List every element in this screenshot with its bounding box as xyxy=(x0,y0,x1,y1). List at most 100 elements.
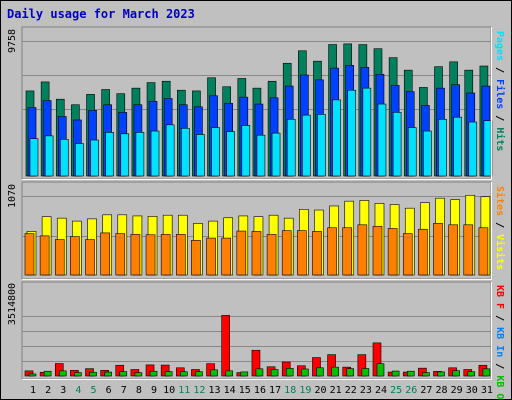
kbytes-panel-legend-kb-in: KB In xyxy=(494,327,505,357)
kbytes-panel-legend-separator: / xyxy=(494,357,505,375)
visits-panel-bar-sites-day-15 xyxy=(236,230,247,276)
visits-panel-bar-sites-day-10 xyxy=(160,234,171,276)
kbytes-panel-bar-kb-out-day-16 xyxy=(255,368,264,377)
day-label-10: 10 xyxy=(163,385,175,396)
kbytes-panel-bar-kb-out-day-6 xyxy=(104,371,112,377)
kbytes-panel-bar-kb-f-day-14 xyxy=(221,315,230,377)
hits-panel-bar-pages-day-14 xyxy=(226,131,235,177)
day-label-5: 5 xyxy=(91,385,97,396)
hits-panel-legend-files: Files xyxy=(494,79,506,109)
hits-panel-bar-pages-day-11 xyxy=(181,127,190,177)
hits-panel-bar-pages-day-24 xyxy=(377,103,387,177)
kbytes-panel-legend-separator: / xyxy=(494,309,505,327)
hits-panel-bar-pages-day-1 xyxy=(29,138,39,177)
day-label-20: 20 xyxy=(314,385,326,396)
day-label-8: 8 xyxy=(136,385,142,396)
kbytes-panel-bar-kb-out-day-26 xyxy=(406,370,415,377)
kbytes-panel-legend-kb-out: KB Out xyxy=(494,375,505,399)
visits-panel-bar-sites-day-27 xyxy=(418,228,428,276)
day-label-27: 27 xyxy=(420,385,432,396)
hits-panel-bar-pages-day-6 xyxy=(105,132,114,177)
visits-panel-legend-sites: Sites xyxy=(494,186,506,216)
visits-panel-bar-sites-day-14 xyxy=(221,237,231,276)
kbytes-panel-bar-kb-out-day-20 xyxy=(316,367,324,377)
hits-panel-y-tick-label: 9758 xyxy=(7,29,18,53)
hits-panel-bar-pages-day-3 xyxy=(59,139,69,177)
day-label-1: 1 xyxy=(30,385,36,396)
hits-panel-bar-pages-day-20 xyxy=(317,114,326,177)
hits-panel-legend-hits: Hits xyxy=(494,127,506,151)
hits-panel-bar-pages-day-13 xyxy=(211,127,220,177)
day-label-30: 30 xyxy=(466,385,478,396)
kbytes-panel-y-tick-label: 3514800 xyxy=(7,283,18,325)
hits-panel-bar-pages-day-27 xyxy=(423,130,432,177)
day-label-14: 14 xyxy=(224,385,236,396)
kbytes-panel-bar-kb-out-day-7 xyxy=(119,371,128,377)
visits-panel-bar-sites-day-29 xyxy=(448,224,458,276)
visits-panel-bar-sites-day-23 xyxy=(357,224,368,276)
hits-panel-bar-pages-day-10 xyxy=(165,124,175,177)
day-label-21: 21 xyxy=(330,385,342,396)
kbytes-panel-bar-kb-out-day-5 xyxy=(89,371,97,377)
visits-panel-bar-sites-day-26 xyxy=(402,233,413,276)
kbytes-panel-bar-kb-out-day-8 xyxy=(134,372,143,377)
day-label-31: 31 xyxy=(481,385,493,396)
chart-title: Daily usage for March 2023 xyxy=(7,7,195,21)
hits-panel-legend-separator: / xyxy=(494,109,505,127)
visits-panel-bar-sites-day-24 xyxy=(372,225,383,276)
hits-panel-bar-pages-day-22 xyxy=(347,89,357,177)
kbytes-panel-legend: KB F / KB In / KB Out xyxy=(494,285,505,399)
visits-panel-bar-sites-day-9 xyxy=(145,234,156,276)
kbytes-panel-bar-kb-out-day-18 xyxy=(285,368,294,377)
day-label-9: 9 xyxy=(151,385,157,396)
kbytes-panel-bar-kb-out-day-12 xyxy=(195,371,203,377)
hits-panel-bar-pages-day-2 xyxy=(44,135,54,177)
day-label-3: 3 xyxy=(60,385,66,396)
hits-panel-bar-pages-day-17 xyxy=(271,132,281,177)
kbytes-panel-bar-kb-out-day-19 xyxy=(301,368,309,377)
visits-panel-bar-sites-day-5 xyxy=(85,239,95,276)
visits-panel-bar-sites-day-4 xyxy=(70,236,80,276)
day-label-12: 12 xyxy=(193,385,205,396)
hits-panel-bar-pages-day-15 xyxy=(241,125,251,177)
kbytes-panel-bar-kb-out-day-2 xyxy=(43,370,52,377)
visits-panel-bar-sites-day-2 xyxy=(39,235,50,276)
kbytes-panel-legend-kb-f: KB F xyxy=(494,285,505,309)
visits-panel-bar-sites-day-18 xyxy=(281,230,292,276)
visits-panel-bar-sites-day-21 xyxy=(327,227,337,276)
kbytes-panel-bar-kb-out-day-28 xyxy=(437,371,445,377)
hits-panel-legend-separator: / xyxy=(494,61,505,79)
hits-panel-bar-pages-day-9 xyxy=(150,130,160,177)
kbytes-panel-bar-kb-out-day-25 xyxy=(391,370,400,377)
day-label-11: 11 xyxy=(178,385,190,396)
day-label-29: 29 xyxy=(451,385,463,396)
visits-panel-bar-sites-day-6 xyxy=(100,232,110,276)
hits-panel-legend: Pages / Files / Hits xyxy=(494,31,506,151)
hits-panel-bar-pages-day-4 xyxy=(75,143,84,177)
visits-panel-bar-sites-day-31 xyxy=(478,227,489,276)
kbytes-panel-bar-kb-out-day-27 xyxy=(422,372,430,377)
kbytes-panel-bar-kb-out-day-11 xyxy=(180,371,188,377)
kbytes-panel-bar-kb-out-day-15 xyxy=(240,371,249,377)
kbytes-panel-bar-kb-out-day-31 xyxy=(482,368,491,377)
kbytes-panel-bar-kb-out-day-30 xyxy=(467,371,476,377)
kbytes-panel-bar-kb-out-day-23 xyxy=(361,368,370,377)
day-label-7: 7 xyxy=(121,385,127,396)
visits-panel-bar-sites-day-25 xyxy=(387,228,398,276)
visits-panel-y-tick-label: 1070 xyxy=(7,184,18,208)
visits-panel-bar-sites-day-12 xyxy=(191,239,201,276)
hits-panel-legend-pages: Pages xyxy=(494,31,505,61)
hits-panel-bar-pages-day-28 xyxy=(438,118,447,177)
day-label-24: 24 xyxy=(375,385,387,396)
day-label-4: 4 xyxy=(75,385,81,396)
visits-panel-bar-sites-day-19 xyxy=(297,230,307,276)
day-label-25: 25 xyxy=(390,385,402,396)
day-label-2: 2 xyxy=(45,385,51,396)
visits-panel-legend-visits: Visits xyxy=(494,234,506,270)
visits-panel-bar-sites-day-8 xyxy=(130,234,141,276)
visits-panel-bar-sites-day-16 xyxy=(251,231,262,276)
day-label-15: 15 xyxy=(239,385,251,396)
kbytes-panel-bar-kb-out-day-14 xyxy=(225,370,233,377)
